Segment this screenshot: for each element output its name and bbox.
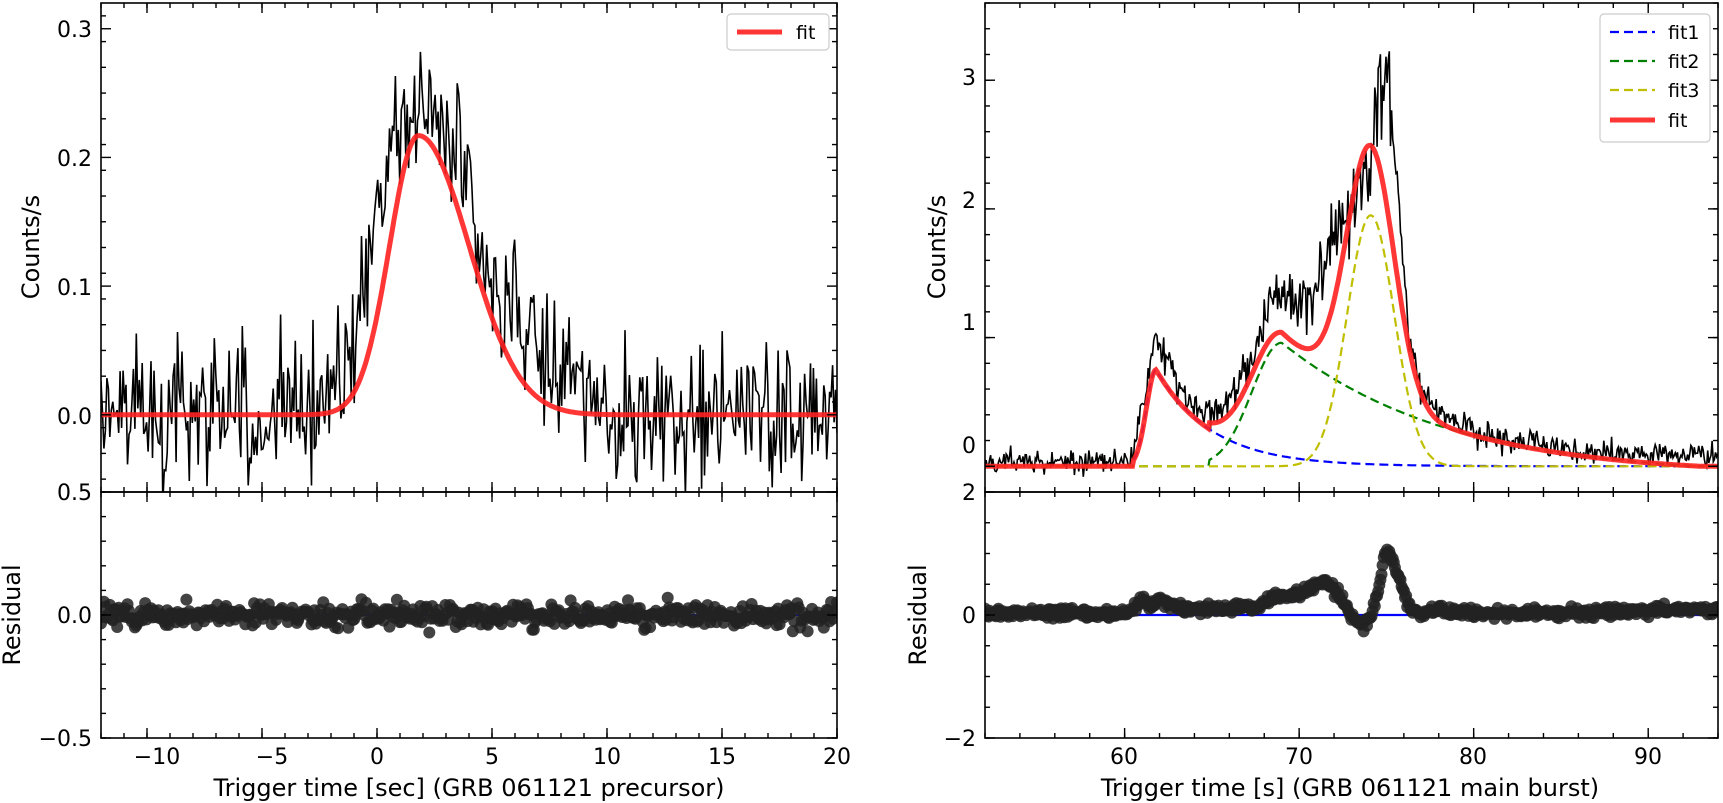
lb-residual-point: [661, 591, 674, 604]
rt-legend-fit2-label: fit2: [1668, 51, 1700, 73]
lb-residual-point: [622, 594, 634, 607]
rt-fit1-line: [985, 368, 1718, 468]
lb-xtick-0: −10: [134, 745, 180, 770]
rt-legend-fit-label: fit: [1668, 110, 1687, 132]
lt-legend: fit: [726, 13, 830, 51]
rb-residual-point: [1375, 568, 1388, 581]
rt-ytick-3: 3: [962, 66, 976, 91]
rb-xtick-1: 70: [1285, 745, 1313, 770]
rb-xtick-0: 60: [1110, 745, 1138, 770]
panel-left-bottom: −0.5 0.0 0.5 Residual −10 −5 0 5 10 15 2…: [0, 481, 851, 802]
rt-fit3-line: [985, 214, 1718, 468]
lb-xtick-1: −5: [256, 745, 288, 770]
lb-residual-point: [111, 621, 124, 633]
panel-left-top: 0.0 0.1 0.2 0.3 Counts/s fit: [17, 2, 838, 493]
rb-ytick-0: −2: [944, 727, 976, 752]
lt-ytick-0: 0.0: [57, 405, 92, 430]
lb-ytick-0: −0.5: [39, 727, 92, 752]
rt-ylabel: Counts/s: [923, 195, 951, 299]
lt-ticks: [100, 3, 838, 492]
rt-legend-box: [1599, 13, 1711, 143]
rt-ytick-1: 1: [962, 311, 976, 336]
rb-residual-point: [1336, 589, 1349, 602]
lb-frame: [100, 491, 838, 739]
rb-residual-point: [1711, 601, 1718, 614]
rb-ylabel: Residual: [904, 564, 932, 665]
lb-xtick-2: 0: [370, 745, 384, 770]
rt-legend-fit3-label: fit3: [1668, 80, 1700, 102]
lt-ylabel: Counts/s: [17, 195, 45, 299]
rb-ytick-1: 0: [962, 604, 976, 629]
lt-ytick-3: 0.3: [57, 18, 92, 43]
panel-right-top: 0 1 2 3 Counts/s fit1 fit2 fit3 fit: [923, 2, 1719, 493]
left-xlabel: Trigger time [sec] (GRB 061121 precursor…: [212, 774, 724, 802]
rb-residual-points: [985, 543, 1718, 638]
lb-ytick-1: 0.0: [57, 604, 92, 629]
rt-legend: fit1 fit2 fit3 fit: [1599, 13, 1711, 143]
lb-xtick-5: 15: [708, 745, 736, 770]
lb-ticks: [100, 491, 838, 739]
lt-data-line: [101, 51, 837, 492]
rt-legend-fit1-label: fit1: [1668, 22, 1700, 44]
lb-ytick-2: 0.5: [57, 481, 92, 506]
lt-fit-line: [101, 133, 837, 418]
lb-residual-point: [644, 621, 657, 634]
rb-ytick-2: 2: [962, 481, 976, 506]
lb-residual-point: [180, 593, 193, 606]
panel-right-bottom: −2 0 2 Residual 60 70 80 90 Trigger time…: [904, 481, 1719, 802]
rb-xtick-2: 80: [1459, 745, 1487, 770]
lt-ytick-2: 0.2: [57, 147, 92, 172]
right-xlabel: Trigger time [s] (GRB 061121 main burst): [1100, 774, 1599, 802]
rb-frame: [984, 491, 1719, 739]
lb-ylabel: Residual: [0, 564, 26, 665]
lb-xtick-6: 20: [823, 745, 851, 770]
lb-xtick-3: 5: [485, 745, 499, 770]
lb-residual-point: [801, 625, 814, 638]
lb-residual-point: [423, 626, 436, 639]
rt-fit2-line: [985, 341, 1718, 468]
rt-ytick-2: 2: [962, 189, 976, 214]
rb-xtick-3: 90: [1634, 745, 1662, 770]
rt-ytick-0: 0: [962, 434, 976, 459]
lt-legend-fit-label: fit: [796, 22, 815, 44]
lb-residual-point: [332, 622, 344, 635]
lb-xtick-4: 10: [593, 745, 621, 770]
lt-ytick-1: 0.1: [57, 276, 92, 301]
rt-fit-line: [985, 142, 1718, 469]
lb-residual-points: [101, 591, 837, 639]
rb-residual-point: [1368, 600, 1381, 613]
lb-residual-point: [831, 596, 837, 609]
lb-residual-point: [383, 620, 396, 633]
